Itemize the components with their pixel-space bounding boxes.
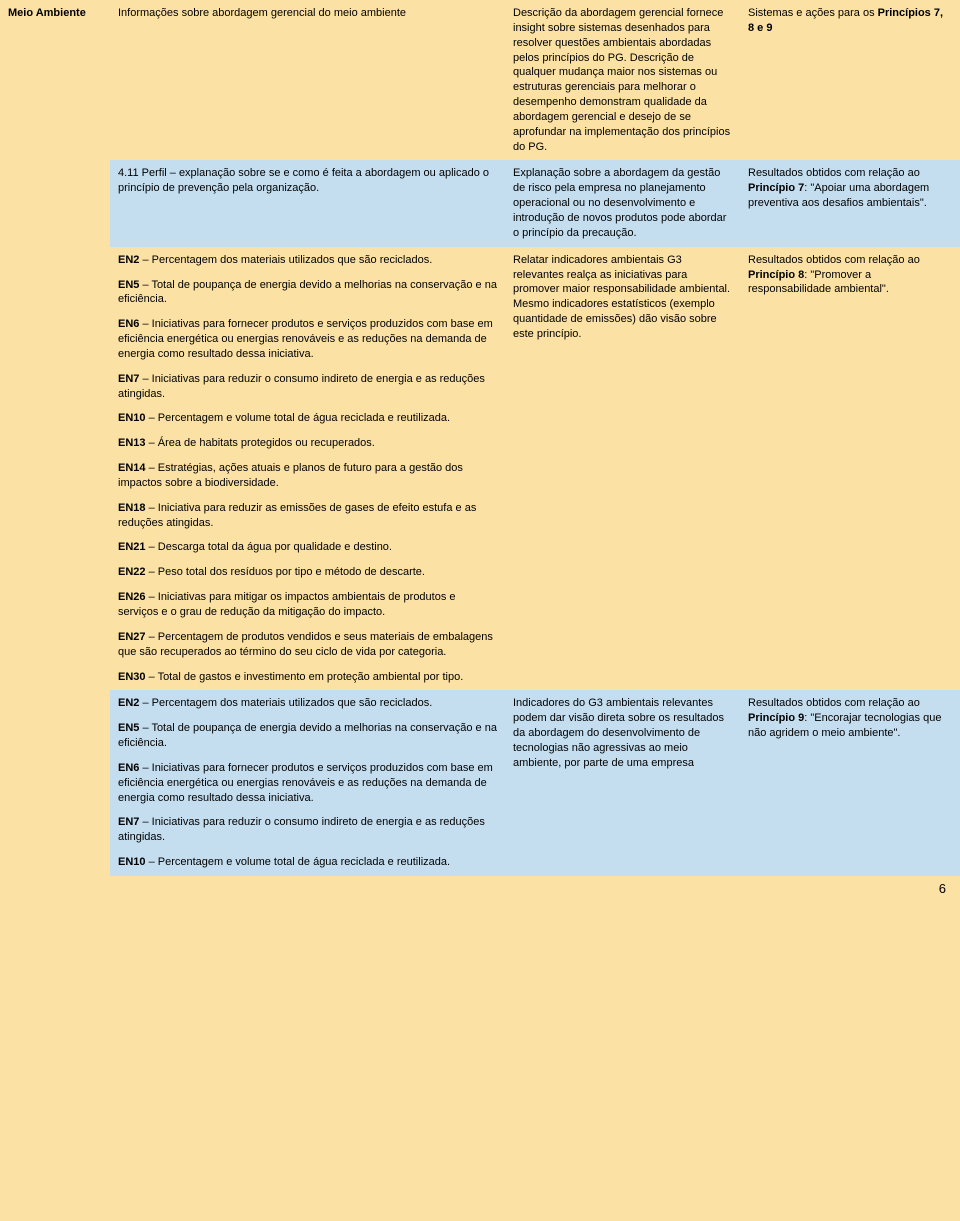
text-block: EN30 – Total de gastos e investimento em…: [118, 670, 497, 685]
table-row: Meio AmbienteInformações sobre abordagem…: [0, 0, 960, 160]
text-block: EN5 – Total de poupança de energia devid…: [118, 721, 497, 751]
col1-cell: EN2 – Percentagem dos materiais utilizad…: [110, 247, 505, 691]
text-block: EN18 – Iniciativa para reduzir as emissõ…: [118, 501, 497, 531]
category-cell: Meio Ambiente: [0, 0, 110, 876]
text-block: EN7 – Iniciativas para reduzir o consumo…: [118, 815, 497, 845]
col3-cell: Resultados obtidos com relação ao Princí…: [740, 247, 960, 691]
col1-cell: EN2 – Percentagem dos materiais utilizad…: [110, 690, 505, 876]
col2-cell: Descrição da abordagem gerencial fornece…: [505, 0, 740, 160]
text-block: Relatar indicadores ambientais G3 releva…: [513, 253, 732, 342]
table-row: 4.11 Perfil – explanação sobre se e como…: [0, 160, 960, 246]
text-block: EN21 – Descarga total da água por qualid…: [118, 540, 497, 555]
text-block: Resultados obtidos com relação ao Princí…: [748, 696, 952, 741]
text-block: EN2 – Percentagem dos materiais utilizad…: [118, 253, 497, 268]
table-row: EN2 – Percentagem dos materiais utilizad…: [0, 690, 960, 876]
text-block: EN14 – Estratégias, ações atuais e plano…: [118, 461, 497, 491]
text-block: EN5 – Total de poupança de energia devid…: [118, 278, 497, 308]
text-block: Explanação sobre a abordagem da gestão d…: [513, 166, 732, 240]
page-number: 6: [0, 876, 960, 908]
text-block: EN22 – Peso total dos resíduos por tipo …: [118, 565, 497, 580]
text-block: Resultados obtidos com relação ao Princí…: [748, 166, 952, 211]
text-block: Sistemas e ações para os Princípios 7, 8…: [748, 6, 952, 36]
col1-cell: 4.11 Perfil – explanação sobre se e como…: [110, 160, 505, 246]
table-row: EN2 – Percentagem dos materiais utilizad…: [0, 247, 960, 691]
text-block: EN2 – Percentagem dos materiais utilizad…: [118, 696, 497, 711]
text-block: Descrição da abordagem gerencial fornece…: [513, 6, 732, 154]
text-block: Resultados obtidos com relação ao Princí…: [748, 253, 952, 298]
text-block: EN13 – Área de habitats protegidos ou re…: [118, 436, 497, 451]
col3-cell: Resultados obtidos com relação ao Princí…: [740, 690, 960, 876]
col2-cell: Indicadores do G3 ambientais relevantes …: [505, 690, 740, 876]
text-block: EN26 – Iniciativas para mitigar os impac…: [118, 590, 497, 620]
text-block: EN10 – Percentagem e volume total de águ…: [118, 411, 497, 426]
text-block: EN7 – Iniciativas para reduzir o consumo…: [118, 372, 497, 402]
content-table: Meio Ambiente Informações sobre abordagem…: [0, 0, 960, 876]
text-block: EN27 – Percentagem de produtos vendidos …: [118, 630, 497, 660]
text-block: EN6 – Iniciativas para fornecer produtos…: [118, 317, 497, 362]
col2-cell: Relatar indicadores ambientais G3 releva…: [505, 247, 740, 691]
text-block: Informações sobre abordagem gerencial do…: [118, 6, 497, 21]
col2-cell: Explanação sobre a abordagem da gestão d…: [505, 160, 740, 246]
text-block: 4.11 Perfil – explanação sobre se e como…: [118, 166, 497, 196]
col1-cell: Informações sobre abordagem gerencial do…: [110, 0, 505, 160]
col3-cell: Resultados obtidos com relação ao Princí…: [740, 160, 960, 246]
text-block: EN10 – Percentagem e volume total de águ…: [118, 855, 497, 870]
col3-cell: Sistemas e ações para os Princípios 7, 8…: [740, 0, 960, 160]
text-block: EN6 – Iniciativas para fornecer produtos…: [118, 761, 497, 806]
text-block: Indicadores do G3 ambientais relevantes …: [513, 696, 732, 770]
